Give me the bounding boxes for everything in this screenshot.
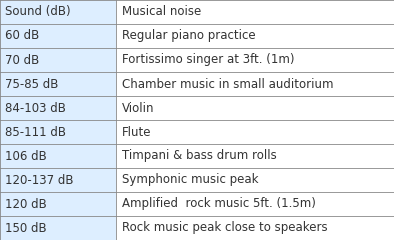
Text: Chamber music in small auditorium: Chamber music in small auditorium <box>122 78 334 90</box>
Bar <box>116 192 394 216</box>
Text: Fortissimo singer at 3ft. (1m): Fortissimo singer at 3ft. (1m) <box>122 54 295 66</box>
Text: 85-111 dB: 85-111 dB <box>5 126 66 138</box>
Bar <box>0 120 116 144</box>
Bar <box>0 144 116 168</box>
Text: 120 dB: 120 dB <box>5 198 46 210</box>
Text: Timpani & bass drum rolls: Timpani & bass drum rolls <box>122 150 277 162</box>
Text: 84-103 dB: 84-103 dB <box>5 102 66 114</box>
Bar <box>0 96 116 120</box>
Bar <box>0 0 116 24</box>
Bar <box>116 0 394 24</box>
Bar <box>116 72 394 96</box>
Text: Symphonic music peak: Symphonic music peak <box>122 174 258 186</box>
Bar <box>116 144 394 168</box>
Bar <box>116 216 394 240</box>
Text: 150 dB: 150 dB <box>5 222 46 234</box>
Text: Musical noise: Musical noise <box>122 6 201 18</box>
Text: Amplified  rock music 5ft. (1.5m): Amplified rock music 5ft. (1.5m) <box>122 198 316 210</box>
Bar <box>0 168 116 192</box>
Bar <box>0 72 116 96</box>
Text: Rock music peak close to speakers: Rock music peak close to speakers <box>122 222 328 234</box>
Text: 75-85 dB: 75-85 dB <box>5 78 58 90</box>
Bar <box>116 168 394 192</box>
Bar <box>0 216 116 240</box>
Bar <box>116 120 394 144</box>
Bar <box>0 24 116 48</box>
Text: Flute: Flute <box>122 126 152 138</box>
Text: Sound (dB): Sound (dB) <box>5 6 71 18</box>
Text: 70 dB: 70 dB <box>5 54 39 66</box>
Bar <box>0 48 116 72</box>
Text: Violin: Violin <box>122 102 154 114</box>
Bar <box>0 192 116 216</box>
Bar <box>116 24 394 48</box>
Text: Regular piano practice: Regular piano practice <box>122 30 256 42</box>
Bar <box>116 48 394 72</box>
Text: 106 dB: 106 dB <box>5 150 46 162</box>
Text: 120-137 dB: 120-137 dB <box>5 174 73 186</box>
Text: 60 dB: 60 dB <box>5 30 39 42</box>
Bar <box>116 96 394 120</box>
